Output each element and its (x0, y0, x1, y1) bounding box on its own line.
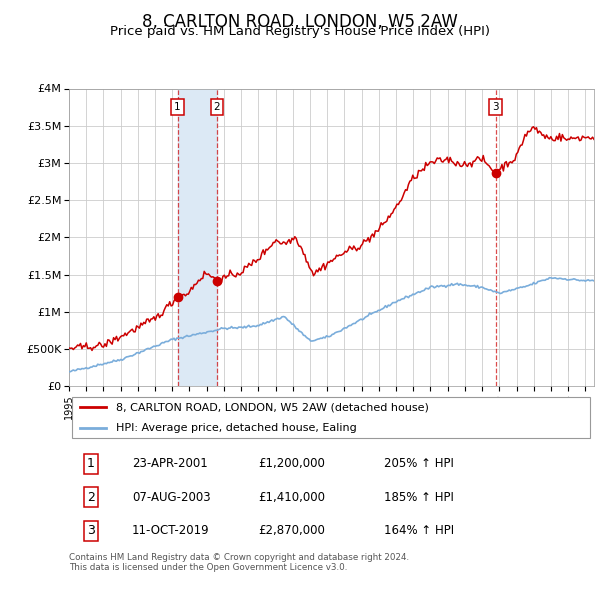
Text: 3: 3 (493, 102, 499, 112)
Text: HPI: Average price, detached house, Ealing: HPI: Average price, detached house, Eali… (116, 422, 357, 432)
Text: Price paid vs. HM Land Registry's House Price Index (HPI): Price paid vs. HM Land Registry's House … (110, 25, 490, 38)
Text: 8, CARLTON ROAD, LONDON, W5 2AW: 8, CARLTON ROAD, LONDON, W5 2AW (142, 13, 458, 31)
Text: 2: 2 (87, 491, 95, 504)
Text: 1: 1 (87, 457, 95, 470)
Text: 185% ↑ HPI: 185% ↑ HPI (384, 491, 454, 504)
Text: 23-APR-2001: 23-APR-2001 (132, 457, 208, 470)
Text: 11-OCT-2019: 11-OCT-2019 (132, 525, 209, 537)
Text: 07-AUG-2003: 07-AUG-2003 (132, 491, 211, 504)
FancyBboxPatch shape (71, 396, 590, 438)
Text: £2,870,000: £2,870,000 (258, 525, 325, 537)
Text: 205% ↑ HPI: 205% ↑ HPI (384, 457, 454, 470)
Text: £1,410,000: £1,410,000 (258, 491, 325, 504)
Text: 164% ↑ HPI: 164% ↑ HPI (384, 525, 454, 537)
Text: 8, CARLTON ROAD, LONDON, W5 2AW (detached house): 8, CARLTON ROAD, LONDON, W5 2AW (detache… (116, 402, 429, 412)
Bar (178, 88, 217, 386)
Text: Contains HM Land Registry data © Crown copyright and database right 2024.
This d: Contains HM Land Registry data © Crown c… (69, 553, 409, 572)
Text: 3: 3 (87, 525, 95, 537)
Text: 2: 2 (214, 102, 220, 112)
Text: £1,200,000: £1,200,000 (258, 457, 325, 470)
Text: 1: 1 (175, 102, 181, 112)
